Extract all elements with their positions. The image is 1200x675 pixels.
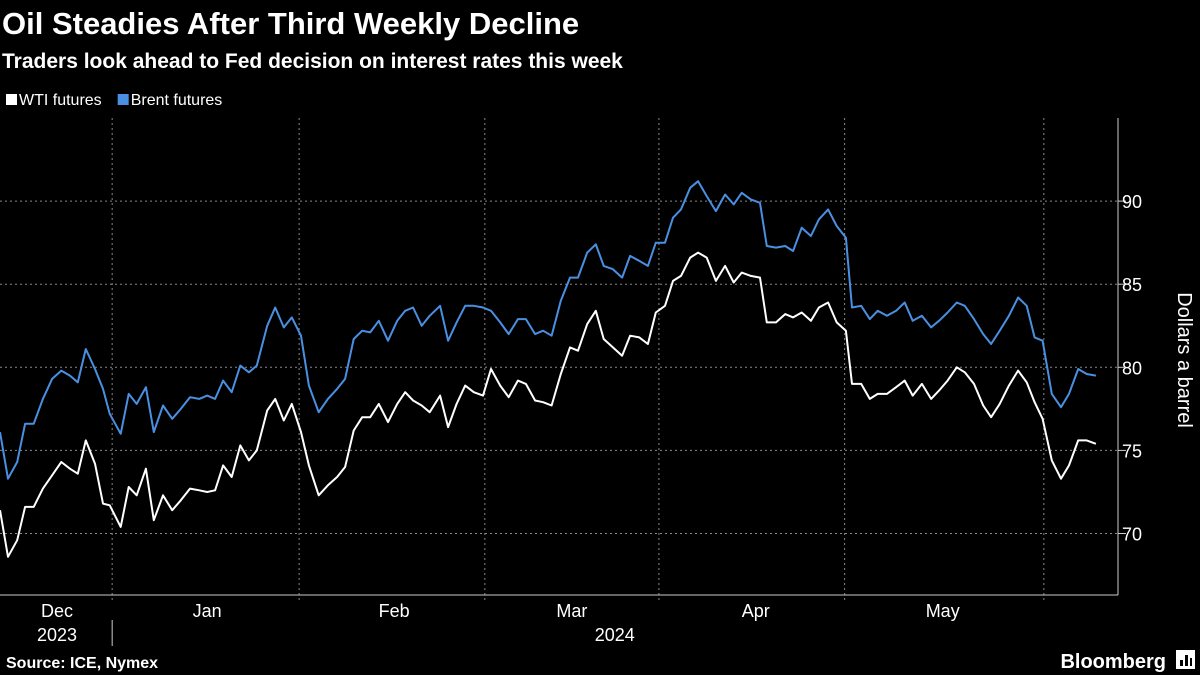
y-tick-label: 75 xyxy=(1122,441,1142,461)
y-axis-label: Dollars a barrel xyxy=(1173,292,1195,428)
chart-subtitle: Traders look ahead to Fed decision on in… xyxy=(2,50,623,73)
legend-swatch xyxy=(6,94,17,105)
x-tick-label: Jan xyxy=(193,601,222,621)
x-tick-label: Dec xyxy=(41,601,73,621)
year-label: 2023 xyxy=(37,625,77,645)
legend-swatch xyxy=(117,94,129,105)
y-tick-label: 80 xyxy=(1122,358,1142,378)
x-tick-label: May xyxy=(926,601,960,621)
x-tick-label: Feb xyxy=(379,601,410,621)
series-line xyxy=(0,251,1097,558)
y-tick-label: 70 xyxy=(1122,525,1142,545)
legend-label: Brent futures xyxy=(131,92,223,109)
x-tick-label: Mar xyxy=(556,601,587,621)
series-line xyxy=(0,180,1097,480)
chart-title: Oil Steadies After Third Weekly Decline xyxy=(2,6,579,41)
year-label: 2024 xyxy=(595,625,635,645)
x-tick-label: Apr xyxy=(742,601,770,621)
y-tick-label: 90 xyxy=(1122,192,1142,212)
brand: Bloomberg xyxy=(1060,651,1166,673)
y-tick-label: 85 xyxy=(1122,275,1142,295)
legend-label: WTI futures xyxy=(19,92,102,109)
brand-icon xyxy=(1176,650,1195,669)
source: Source: ICE, Nymex xyxy=(6,655,158,672)
